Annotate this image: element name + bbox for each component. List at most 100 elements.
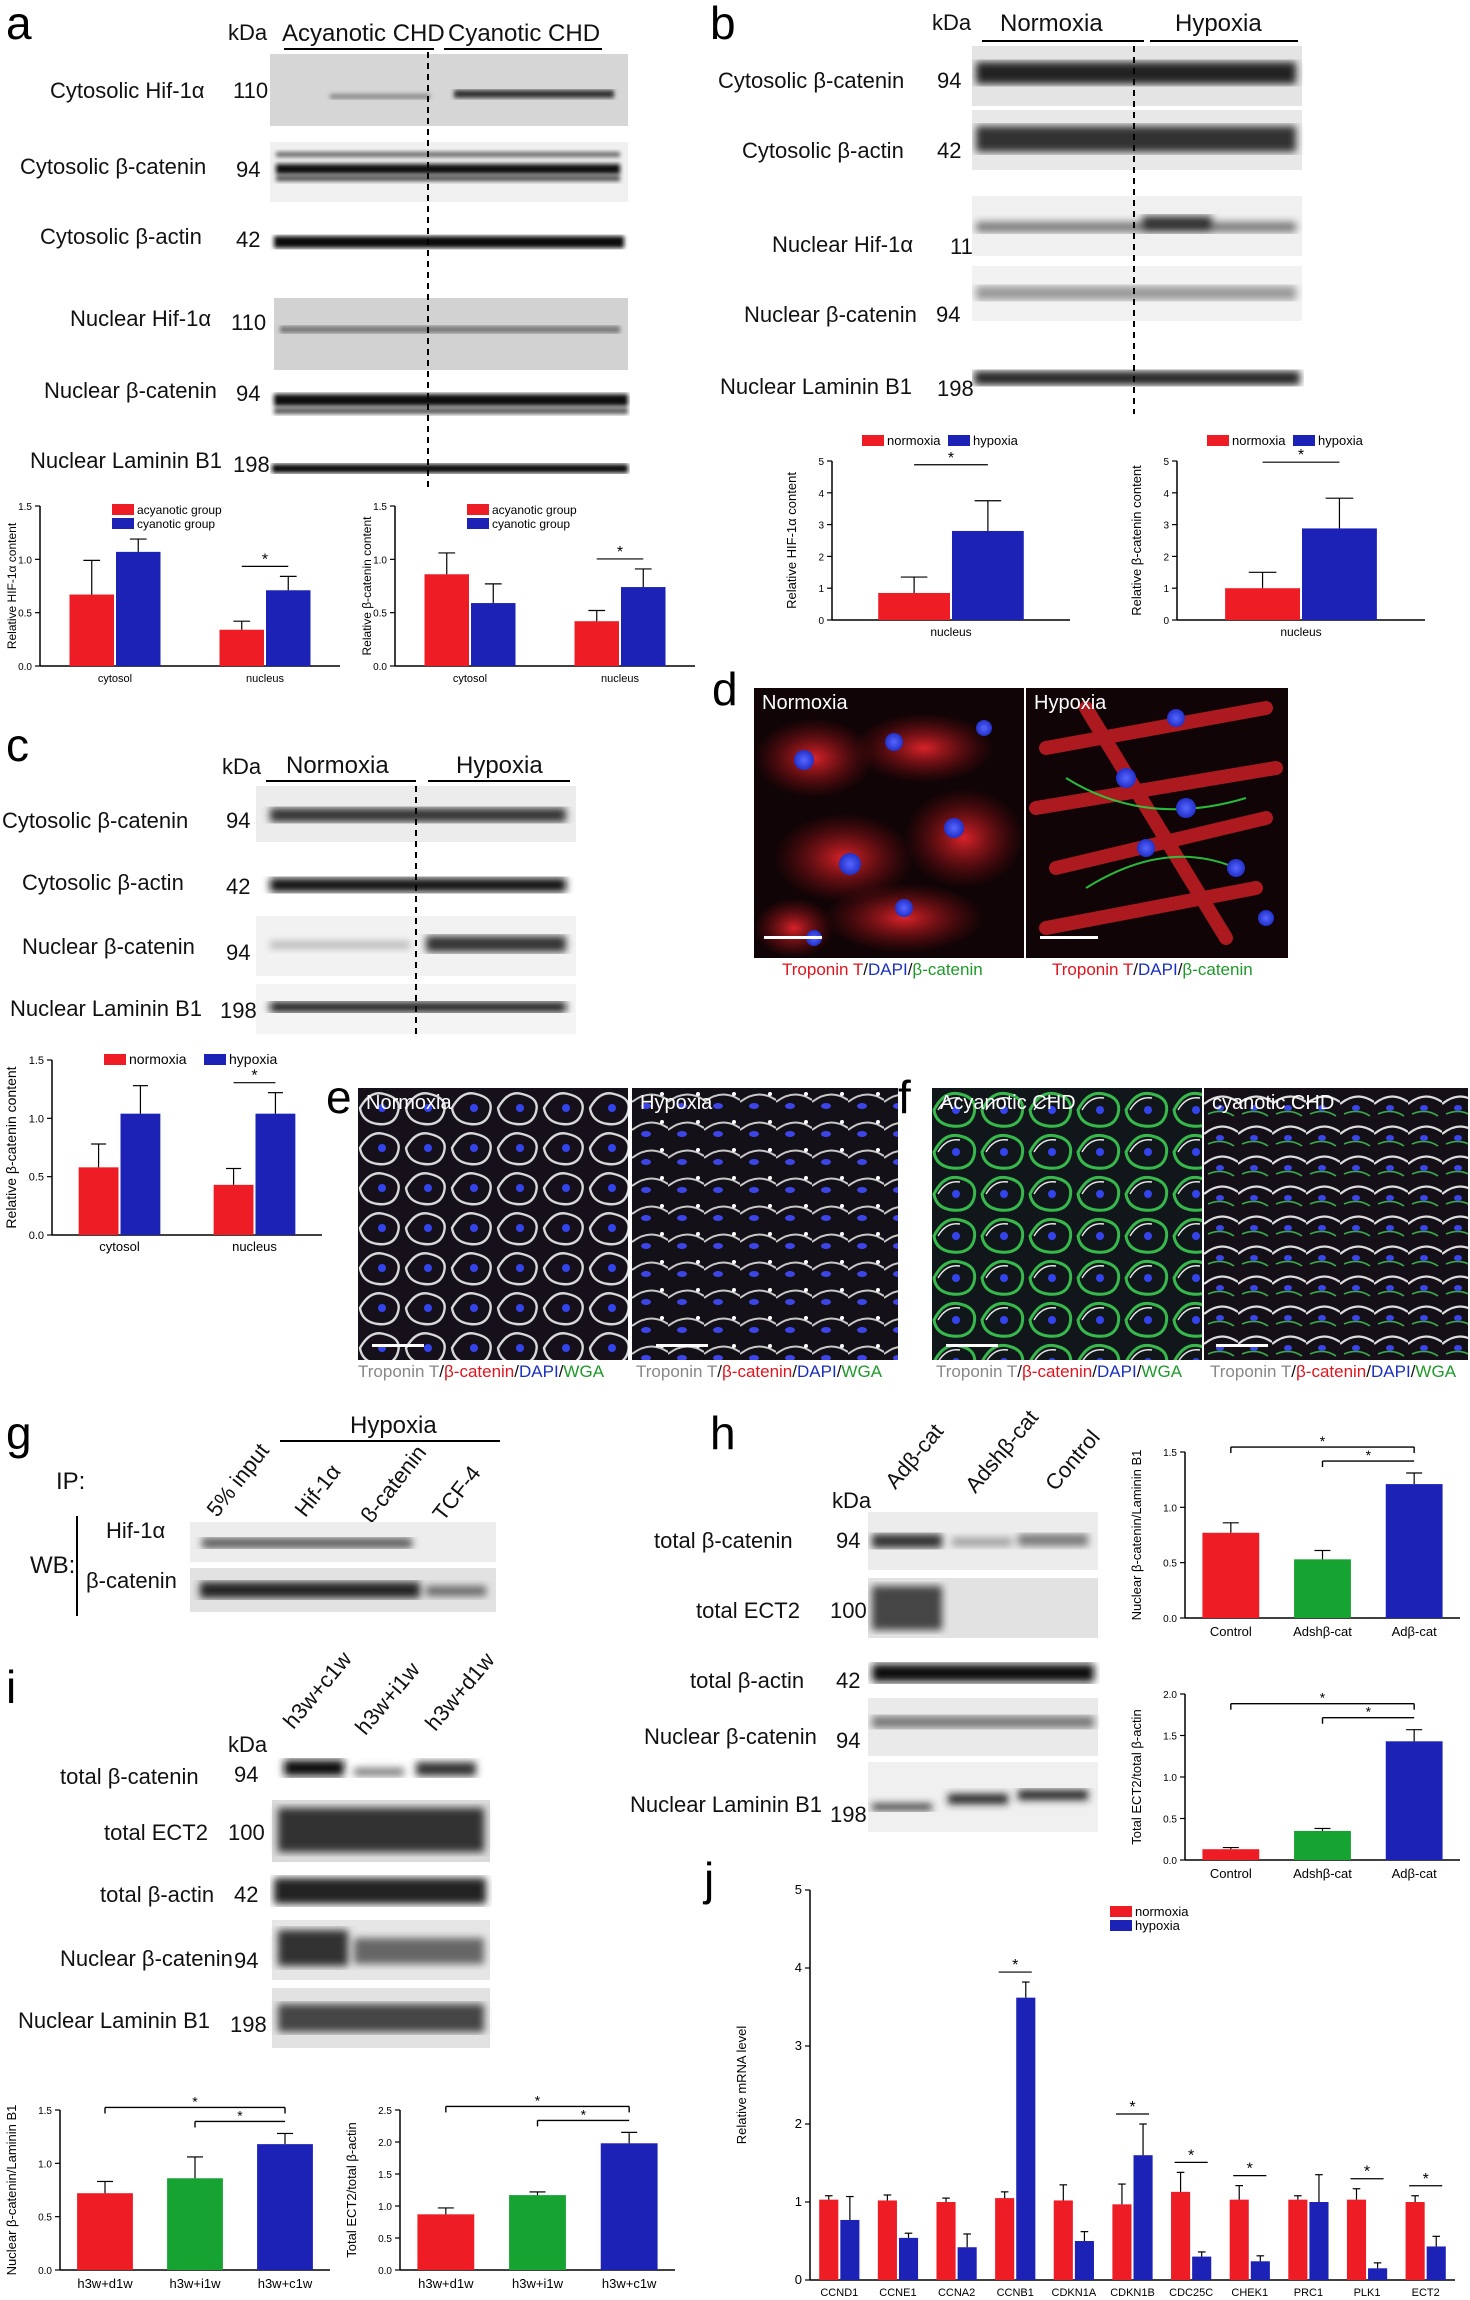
c-row-kda: 198 [220, 998, 257, 1023]
y-tick-label: 0.0 [378, 2266, 392, 2277]
chart-b2: 0 1 2 3 4 5 Relative β-catenin content nucleus *… [1129, 433, 1425, 639]
y-tick-label: 1.5 [1163, 1448, 1177, 1459]
bar [1192, 2256, 1212, 2280]
y-axis-label: Relative β-catenin content [360, 516, 374, 656]
f-label-acyanotic: Acyanotic CHD [940, 1092, 1076, 1114]
i-row-kda: 198 [230, 2012, 267, 2037]
y-tick-label: 1.0 [18, 555, 32, 566]
legend-label: normoxia [129, 1051, 187, 1067]
c-kda-header: kDa [222, 754, 262, 779]
legend-swatch [467, 504, 489, 515]
panel-label-h: h [710, 1407, 736, 1459]
bar [898, 2237, 919, 2280]
b-row-kda: 198 [937, 376, 974, 401]
y-axis-label: Relative mRNA level [734, 2026, 749, 2145]
bar [1368, 2268, 1388, 2280]
c-group-hypoxia: Hypoxia [456, 752, 543, 779]
chart-a2: 0.0 0.5 1.0 1.5 Relative β-catenin content cy… [360, 502, 695, 685]
y-tick-label: 2.5 [378, 2106, 392, 2117]
y-tick-label: 0.5 [38, 2213, 52, 2224]
bar [116, 551, 161, 666]
f-image-cyanotic: cyanotic CHD [1204, 1088, 1468, 1360]
f-caption-left: Troponin T/β-catenin/DAPI/WGA [936, 1362, 1183, 1381]
e-image-hypoxia: Hypoxia [632, 1088, 898, 1360]
i-row-label: total β-actin [100, 1882, 215, 1907]
b-row-kda: 94 [936, 302, 961, 327]
c-group-normoxia: Normoxia [286, 752, 389, 779]
d-caption-right: Troponin T/DAPI/β-catenin [1052, 960, 1253, 979]
y-tick-label: 0.5 [373, 609, 387, 620]
e-caption-right: Troponin T/β-catenin/DAPI/WGA [636, 1362, 883, 1381]
chart-i2: 0.0 0.5 1.0 1.5 2.0 2.5 Total ECT2/total β-act… [344, 2092, 675, 2291]
g-lane-label: β-catenin [355, 1440, 432, 1528]
x-tick-label: nucleus [1280, 625, 1321, 639]
e-label-normoxia: Normoxia [366, 1092, 452, 1114]
bar [995, 2198, 1015, 2280]
sig-star: * [251, 1068, 257, 1085]
x-tick-label: PLK1 [1354, 2287, 1381, 2299]
a-group-cyanotic: Cyanotic CHD [448, 20, 601, 47]
y-tick-label: 0.5 [378, 2234, 392, 2245]
e-label-hypoxia: Hypoxia [640, 1092, 713, 1114]
i-lane-label: h3w+c1w [278, 1646, 357, 1734]
x-tick-label: Adβ-cat [1392, 1866, 1437, 1881]
h-row-label: total β-actin [690, 1668, 805, 1693]
sig-star: * [1366, 1447, 1372, 1463]
y-axis-label: Total ECT2/total β-actin [344, 2122, 359, 2257]
y-tick-label: 0.5 [18, 609, 32, 620]
sig-star: * [1129, 2099, 1135, 2116]
legend-swatch [112, 518, 134, 529]
b-kda-header: kDa [932, 10, 972, 35]
b-group-hypoxia: Hypoxia [1175, 10, 1262, 37]
y-tick-label: 3 [795, 2038, 802, 2053]
d-caption-left: Troponin T/DAPI/β-catenin [782, 960, 983, 979]
e-image-normoxia: Normoxia [358, 1088, 628, 1360]
x-tick-label: h3w+i1w [512, 2276, 564, 2291]
x-tick-label: CCNE1 [879, 2287, 916, 2299]
y-tick-label: 3 [1163, 521, 1169, 532]
c-row-kda: 94 [226, 808, 251, 833]
sig-star: * [1247, 2161, 1253, 2178]
bar [69, 594, 114, 666]
x-tick-label: ECT2 [1412, 2287, 1440, 2299]
i-row-kda: 100 [228, 1820, 265, 1845]
sig-star: * [1364, 2164, 1370, 2181]
legend-swatch [1110, 1906, 1132, 1917]
a-row-kda: 110 [231, 310, 267, 335]
y-axis-label: Relative β-catenin content [3, 1066, 19, 1228]
x-tick-label: CDKN1B [1110, 2287, 1155, 2299]
sig-star: * [1298, 447, 1304, 464]
a-row-label: Cytosolic β-catenin [20, 154, 207, 179]
bar [1074, 2241, 1094, 2280]
panel-label-g: g [6, 1407, 32, 1459]
x-tick-label: PRC1 [1294, 2287, 1323, 2299]
a-row-kda: 198 [233, 452, 270, 477]
c-row-label: Nuclear β-catenin [22, 934, 195, 959]
sig-star: * [1366, 1704, 1372, 1720]
x-tick-label: cytosol [98, 673, 132, 685]
d-image-hypoxia: Hypoxia [1026, 688, 1288, 958]
i-kda-header: kDa [228, 1732, 268, 1757]
e-caption-left: Troponin T/β-catenin/DAPI/WGA [358, 1362, 605, 1381]
x-tick-label: h3w+c1w [258, 2276, 313, 2291]
c-row-label: Cytosolic β-actin [22, 870, 184, 895]
c-row-kda: 94 [226, 940, 251, 965]
h-row-label: total ECT2 [696, 1598, 800, 1623]
i-row-label: Nuclear β-catenin [60, 1946, 233, 1971]
bar [1405, 2202, 1425, 2280]
bar [257, 2144, 313, 2270]
bar [1309, 2202, 1329, 2280]
b-row-label: Cytosolic β-catenin [718, 68, 905, 93]
bar [1171, 2191, 1191, 2280]
bar [509, 2195, 566, 2270]
legend-label: cyanotic group [137, 517, 215, 531]
y-tick-label: 0.5 [29, 1172, 44, 1184]
h-row-label: total β-catenin [654, 1528, 793, 1553]
d-label-normoxia: Normoxia [762, 692, 848, 714]
sig-star: * [581, 2106, 587, 2122]
legend-swatch [104, 1054, 126, 1065]
g-header: Hypoxia [350, 1412, 437, 1439]
y-tick-label: 0.0 [29, 1230, 44, 1242]
d-label-hypoxia: Hypoxia [1034, 692, 1107, 714]
b-row-kda: 94 [937, 68, 962, 93]
